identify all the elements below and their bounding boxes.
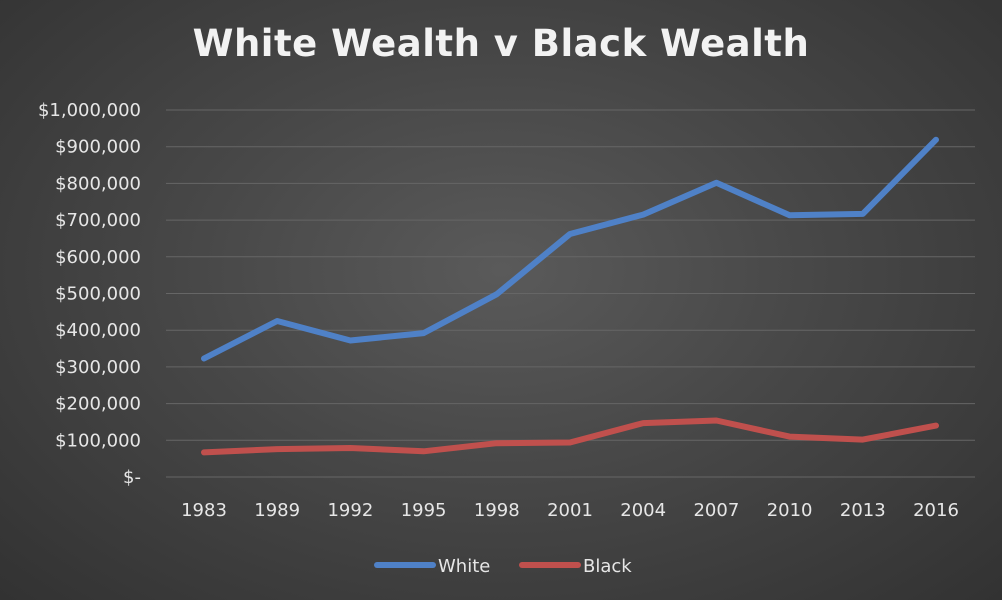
x-tick-label: 2010 [767,500,813,521]
gridlines [166,109,975,478]
x-tick-label: 2016 [913,500,959,521]
series-line-white [201,136,939,362]
legend-label-white: White [438,556,490,577]
y-tick-label: $500,000 [55,284,141,305]
y-tick-label: $100,000 [55,430,141,451]
x-tick-label: 2004 [620,500,666,521]
y-tick-label: $800,000 [55,173,141,194]
x-tick-label: 2001 [547,500,593,521]
y-tick-label: $- [123,467,141,488]
legend: White Black [374,556,632,577]
x-tick-label: 1989 [254,500,300,521]
y-tick-label: $700,000 [55,210,141,231]
y-tick-label: $600,000 [55,247,141,268]
y-tick-label: $900,000 [55,137,141,158]
legend-label-black: Black [583,556,632,577]
x-tick-label: 1995 [401,500,447,521]
y-tick-label: $200,000 [55,394,141,415]
chart-title: White Wealth v Black Wealth [192,22,810,65]
y-tick-label: $400,000 [55,320,141,341]
x-tick-label: 1992 [327,500,373,521]
x-tick-label: 2013 [840,500,886,521]
y-axis-ticks: $- $100,000 $200,000 $300,000 $400,000 $500,0… [38,100,141,488]
y-tick-label: $1,000,000 [38,100,141,121]
x-axis-ticks: 1983 1989 1992 1995 1998 2001 2004 2007 2010 2013… [181,500,959,521]
x-tick-label: 1998 [474,500,520,521]
x-tick-label: 2007 [693,500,739,521]
y-tick-label: $300,000 [55,357,141,378]
series-line-black [201,417,939,456]
x-tick-label: 1983 [181,500,227,521]
series-lines [201,136,939,456]
